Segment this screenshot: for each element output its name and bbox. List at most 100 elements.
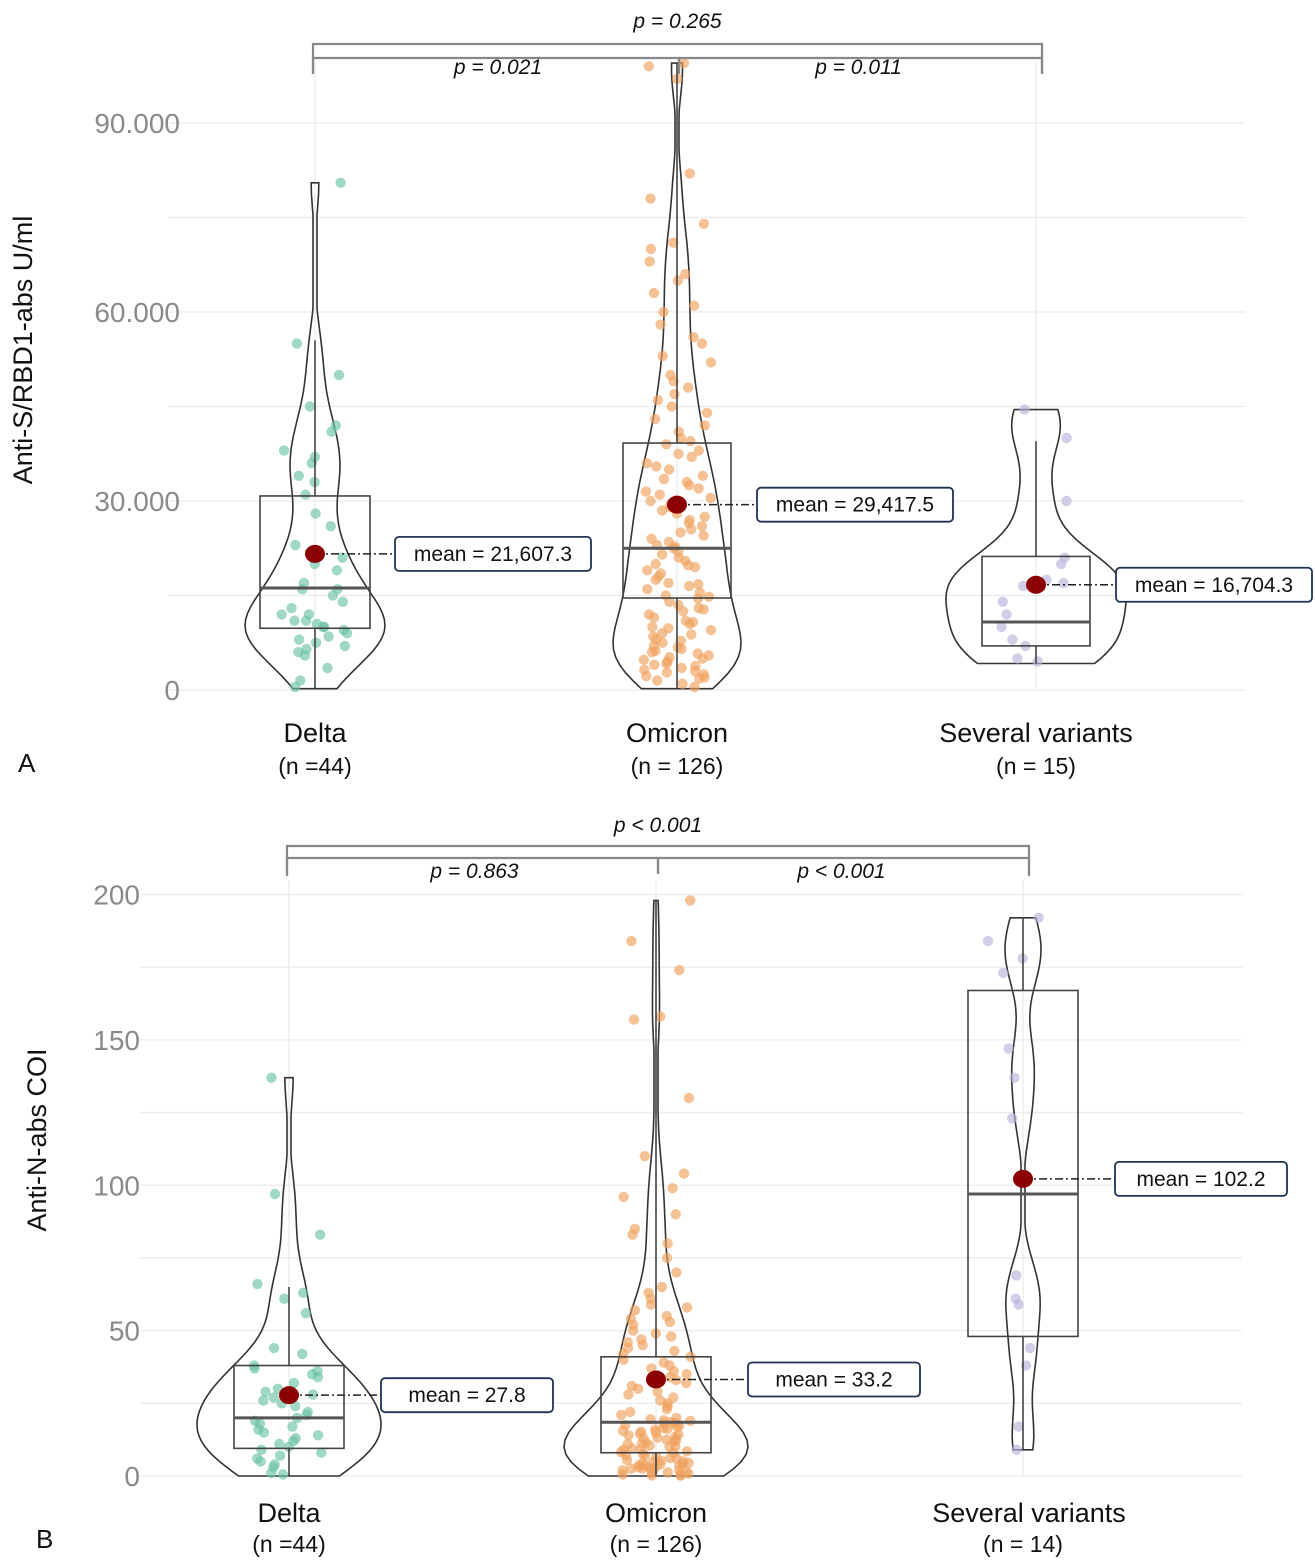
data-point (278, 445, 290, 456)
data-point (998, 967, 1009, 979)
data-point (645, 193, 656, 204)
data-point (686, 629, 697, 640)
data-point (293, 634, 305, 645)
data-point (648, 612, 660, 623)
data-point (316, 1447, 327, 1458)
data-point (664, 1316, 676, 1328)
data-point (649, 413, 661, 425)
data-point (675, 432, 687, 444)
data-point (673, 1429, 684, 1440)
data-point (289, 681, 301, 693)
data-point (331, 565, 343, 576)
y-tick-label: 150 (93, 1025, 140, 1056)
data-point (667, 1183, 678, 1194)
data-point (689, 665, 701, 677)
data-point (288, 1377, 300, 1389)
p-value-label: p < 0.001 (613, 814, 702, 837)
data-point (652, 1386, 663, 1397)
data-point (674, 1460, 685, 1472)
data-point (1033, 912, 1044, 923)
data-point (266, 1072, 277, 1083)
data-point (661, 439, 672, 450)
data-point (277, 1469, 289, 1480)
data-point (683, 382, 694, 393)
data-point (683, 1092, 695, 1104)
data-point (676, 662, 687, 674)
data-point (696, 338, 708, 349)
y-tick-label: 0 (124, 1461, 140, 1492)
data-point (678, 57, 690, 69)
iqr-box (622, 442, 732, 599)
data-point (1061, 432, 1072, 444)
data-point (310, 508, 321, 519)
data-point (662, 1423, 673, 1435)
mean-label: mean = 33.2 (775, 1368, 892, 1391)
data-point (1058, 577, 1069, 589)
data-point (298, 1287, 309, 1299)
mean-marker (646, 1370, 666, 1389)
data-point (274, 1438, 285, 1450)
data-point (694, 673, 705, 684)
data-point (997, 596, 1008, 607)
data-point (252, 1278, 263, 1290)
data-point (636, 1438, 648, 1449)
data-point (1061, 495, 1072, 507)
data-point (654, 489, 665, 500)
data-point (256, 1444, 267, 1456)
data-point (681, 1302, 693, 1313)
mean-marker (279, 1386, 299, 1405)
data-point (642, 584, 653, 595)
iqr-box (233, 1364, 345, 1450)
data-point (664, 596, 675, 607)
data-point (268, 1342, 280, 1354)
data-point (635, 1426, 647, 1438)
data-point (697, 653, 708, 664)
violin-delta (196, 1076, 382, 1477)
y-tick-label: 60.000 (94, 297, 180, 328)
data-point (646, 1470, 657, 1481)
data-point (655, 319, 666, 330)
data-point (996, 621, 1007, 633)
data-point (703, 591, 715, 602)
data-point (656, 1281, 668, 1293)
data-point (1013, 1299, 1024, 1310)
data-point (304, 401, 316, 412)
violin-delta (244, 182, 386, 690)
data-point (616, 1409, 627, 1421)
y-tick-label: 100 (93, 1170, 140, 1201)
data-point (327, 590, 339, 601)
data-point (645, 1299, 657, 1310)
data-point (326, 426, 337, 437)
category-label: Omicron (626, 718, 728, 748)
iqr-box (981, 555, 1091, 647)
data-point (648, 287, 660, 299)
data-point (705, 492, 716, 504)
data-point (658, 306, 669, 318)
p-value-label: p = 0.011 (814, 56, 902, 79)
data-point (677, 678, 688, 689)
data-point (287, 1421, 298, 1432)
data-point (637, 1340, 648, 1351)
data-point (617, 1469, 628, 1480)
data-point (685, 895, 696, 906)
p-value-label: p = 0.863 (429, 860, 518, 883)
data-point (310, 637, 322, 648)
data-point (641, 458, 653, 469)
iqr-box (600, 1356, 712, 1454)
data-point (312, 1430, 324, 1441)
p-value-label: p = 0.021 (453, 56, 542, 79)
data-point (1007, 634, 1018, 645)
data-point (650, 558, 661, 570)
data-point (642, 565, 653, 576)
data-point (698, 604, 709, 615)
data-point (982, 935, 994, 947)
data-point (625, 1406, 636, 1418)
data-point (333, 369, 345, 381)
data-point (668, 237, 679, 248)
data-point (290, 1401, 301, 1412)
n-count-label: (n =44) (252, 1531, 326, 1557)
data-point (325, 521, 336, 532)
violin-several-variants (1004, 917, 1042, 1451)
